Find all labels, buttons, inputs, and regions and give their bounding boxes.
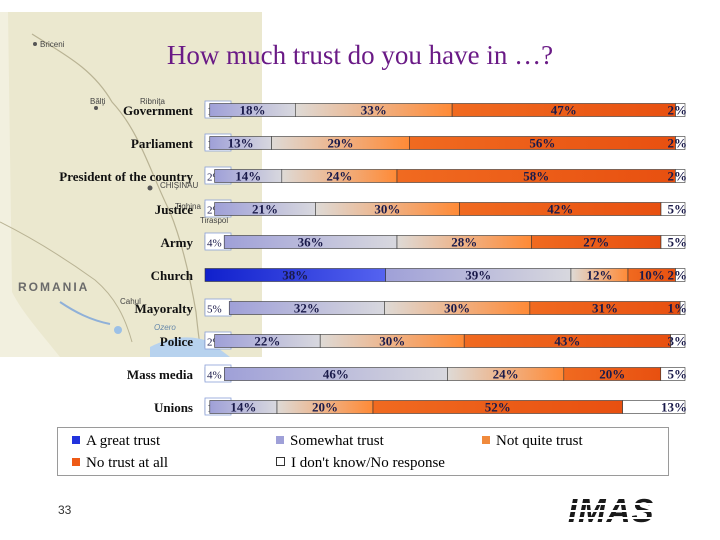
bar-segment-dont-know	[660, 235, 686, 249]
data-label-somewhat-trust: 14%	[230, 400, 256, 415]
data-label-not-quite-trust: 20%	[312, 400, 338, 415]
category-label-unions: Unions	[154, 400, 193, 415]
map-label: Tiraspol	[200, 216, 228, 225]
data-label-not-quite-trust: 30%	[374, 202, 400, 217]
bar-segment-dont-know	[675, 169, 686, 183]
data-label-no-trust: 10%	[639, 268, 665, 283]
category-label-justice: Justice	[155, 202, 194, 217]
map-label: Tighina	[175, 202, 201, 211]
data-label-great-trust: 5%	[207, 304, 222, 316]
data-label-dont-know: 1%	[668, 301, 688, 316]
data-label-dont-know: 5%	[668, 367, 688, 382]
category-label-president-of-the-country: President of the country	[59, 169, 193, 184]
legend: A great trust Somewhat trust Not quite t…	[57, 427, 669, 476]
data-label-somewhat-trust: 32%	[294, 301, 320, 316]
category-label-government: Government	[123, 103, 194, 118]
imas-logo: IMAS	[566, 494, 676, 526]
data-label-somewhat-trust: 21%	[252, 202, 278, 217]
data-label-not-quite-trust: 12%	[586, 268, 612, 283]
legend-item-dont-know: I don't know/No response	[276, 455, 445, 472]
bar-segment-dont-know	[670, 334, 686, 348]
data-label-no-trust: 52%	[485, 400, 511, 415]
legend-item-no-trust: No trust at all	[72, 455, 168, 472]
data-label-not-quite-trust: 30%	[444, 301, 470, 316]
legend-item-great-trust: A great trust	[72, 433, 160, 450]
data-label-not-quite-trust: 24%	[493, 367, 519, 382]
data-label-dont-know: 2%	[668, 136, 688, 151]
data-label-somewhat-trust: 14%	[235, 169, 261, 184]
data-label-dont-know: 3%	[668, 334, 688, 349]
legend-label: No trust at all	[86, 455, 169, 471]
legend-label: I don't know/No response	[291, 455, 445, 471]
data-label-somewhat-trust: 22%	[254, 334, 280, 349]
data-label-dont-know: 5%	[668, 235, 688, 250]
data-label-great-trust: 4%	[207, 238, 222, 250]
data-label-no-trust: 47%	[551, 103, 577, 118]
data-label-dont-know: 13%	[661, 400, 687, 415]
map-label: ROMANIA	[18, 280, 89, 294]
legend-item-somewhat-trust: Somewhat trust	[276, 433, 384, 450]
category-label-parliament: Parliament	[131, 136, 194, 151]
data-label-dont-know: 2%	[668, 103, 688, 118]
bar-segment-dont-know	[622, 400, 686, 414]
data-label-no-trust: 43%	[554, 334, 580, 349]
data-label-no-trust: 42%	[547, 202, 573, 217]
map-label: Briceni	[40, 40, 65, 49]
legend-item-not-quite-trust: Not quite trust	[482, 433, 583, 450]
map-label: Ozero	[154, 323, 176, 332]
data-label-somewhat-trust: 39%	[465, 268, 491, 283]
map-label: CHIŞINĂU	[160, 181, 198, 190]
data-label-no-trust: 58%	[523, 169, 549, 184]
data-label-not-quite-trust: 30%	[379, 334, 405, 349]
map-label: Ribniţa	[140, 97, 165, 106]
data-label-dont-know: 2%	[668, 268, 688, 283]
data-label-no-trust: 27%	[583, 235, 609, 250]
map-label: Bălţi	[90, 97, 106, 106]
category-label-church: Church	[151, 268, 194, 283]
category-label-mass-media: Mass media	[127, 367, 194, 382]
map-background: Briceni Bălţi Ribniţa CHIŞINĂU Tighina T…	[0, 12, 262, 357]
category-label-army: Army	[161, 235, 194, 250]
data-label-great-trust: 38%	[282, 268, 308, 283]
legend-label: Not quite trust	[496, 433, 583, 449]
bar-segment-dont-know	[675, 103, 686, 117]
data-label-not-quite-trust: 28%	[451, 235, 477, 250]
bar-segment-dont-know	[660, 367, 686, 381]
bar-segment-dont-know	[660, 202, 686, 216]
data-label-dont-know: 2%	[668, 169, 688, 184]
data-label-great-trust: 4%	[207, 370, 222, 382]
data-label-not-quite-trust: 24%	[326, 169, 352, 184]
category-label-police: Police	[160, 334, 193, 349]
data-label-no-trust: 56%	[529, 136, 555, 151]
map-label: Cahul	[120, 297, 141, 306]
bar-segment-dont-know	[675, 268, 686, 282]
data-label-somewhat-trust: 36%	[298, 235, 324, 250]
page-title: How much trust do you have in …?	[166, 40, 554, 70]
category-label-mayoralty: Mayoralty	[135, 301, 194, 316]
data-label-no-trust: 31%	[592, 301, 618, 316]
bar-segment-dont-know	[679, 301, 686, 315]
page-number: 33	[58, 503, 72, 517]
data-label-not-quite-trust: 33%	[361, 103, 387, 118]
legend-label: Somewhat trust	[290, 433, 384, 449]
bar-segment-dont-know	[675, 136, 686, 150]
data-label-somewhat-trust: 46%	[323, 367, 349, 382]
data-label-somewhat-trust: 13%	[228, 136, 254, 151]
data-label-not-quite-trust: 29%	[327, 136, 353, 151]
data-label-somewhat-trust: 18%	[240, 103, 266, 118]
data-label-dont-know: 5%	[668, 202, 688, 217]
data-label-no-trust: 20%	[599, 367, 625, 382]
legend-label: A great trust	[86, 433, 161, 449]
